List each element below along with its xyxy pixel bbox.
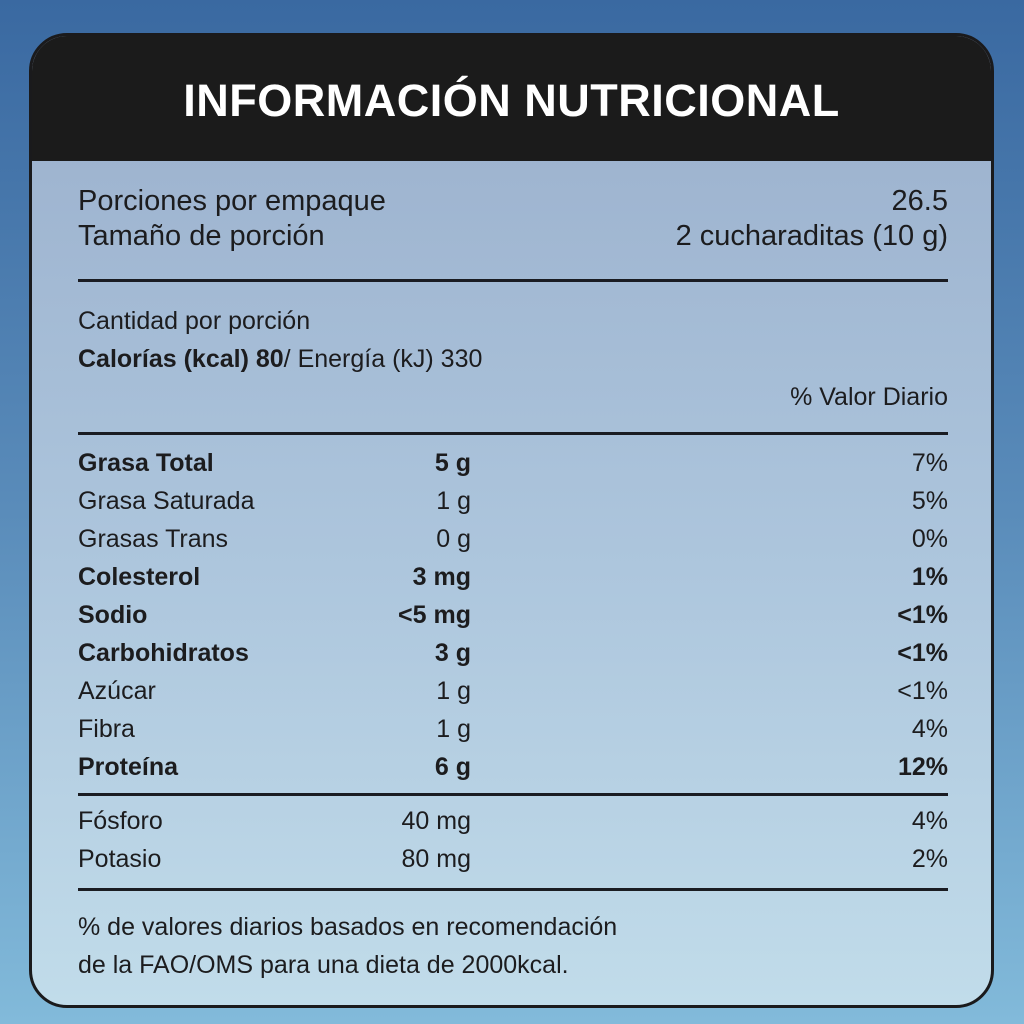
nutrient-dv-grasa-saturada: 5% — [911, 487, 948, 515]
mineral-dv-fosforo: 4% — [911, 807, 948, 835]
divider-footer — [78, 888, 948, 891]
nutrient-amount-proteina: 6 g — [434, 753, 471, 781]
servings-per-package-value: 26.5 — [891, 185, 948, 217]
nutrient-name-carbohidratos: Carbohidratos — [78, 639, 249, 667]
divider-nutrients-top — [78, 432, 948, 435]
footnote-line-1: % de valores diarios basados en recomend… — [78, 913, 618, 941]
card-header: INFORMACIÓN NUTRICIONAL — [32, 36, 991, 161]
page-title: INFORMACIÓN NUTRICIONAL — [183, 74, 840, 126]
nutrient-name-sodio: Sodio — [78, 601, 148, 629]
daily-value-header: % Valor Diario — [790, 383, 948, 411]
nutrient-dv-grasas-trans: 0% — [911, 525, 948, 553]
mineral-amount-fosforo: 40 mg — [401, 807, 471, 835]
mineral-amount-potasio: 80 mg — [401, 845, 471, 873]
nutrient-amount-carbohidratos: 3 g — [434, 639, 471, 667]
nutrient-name-grasas-trans: Grasas Trans — [78, 525, 229, 553]
mineral-name-potasio: Potasio — [78, 845, 162, 873]
footnote-line-2: de la FAO/OMS para una dieta de 2000kcal… — [78, 951, 569, 979]
energy-kj: / Energía (kJ) 330 — [283, 345, 483, 373]
amount-per-serving-label: Cantidad por porción — [78, 307, 311, 335]
nutrient-dv-sodio: <1% — [897, 601, 948, 629]
mineral-name-fosforo: Fósforo — [78, 807, 163, 835]
nutrient-name-fibra: Fibra — [78, 715, 135, 743]
serving-size-label: Tamaño de porción — [78, 220, 325, 252]
nutrient-amount-fibra: 1 g — [436, 715, 471, 743]
calories-kcal: Calorías (kcal) 80 — [78, 345, 284, 373]
nutrient-amount-grasa-saturada: 1 g — [436, 487, 471, 515]
nutrient-dv-carbohidratos: <1% — [897, 639, 948, 667]
nutrient-name-proteina: Proteína — [78, 753, 179, 781]
nutrient-dv-proteina: 12% — [897, 753, 948, 781]
mineral-dv-potasio: 2% — [911, 845, 948, 873]
nutrient-amount-colesterol: 3 mg — [412, 563, 471, 591]
calories-line: Calorías (kcal) 80/ Energía (kJ) 330 — [78, 344, 482, 374]
nutrient-amount-azucar: 1 g — [436, 677, 471, 705]
nutrient-name-azucar: Azúcar — [78, 677, 156, 705]
nutrient-amount-sodio: <5 mg — [398, 601, 471, 629]
nutrient-name-colesterol: Colesterol — [78, 563, 201, 591]
nutrient-dv-colesterol: 1% — [911, 563, 948, 591]
nutrient-name-grasa-total: Grasa Total — [78, 449, 214, 477]
nutrient-amount-grasas-trans: 0 g — [436, 525, 471, 553]
nutrition-facts-card: INFORMACIÓN NUTRICIONAL Porciones por em… — [29, 33, 994, 1008]
nutrient-name-grasa-saturada: Grasa Saturada — [78, 487, 255, 515]
divider-minerals — [78, 793, 948, 796]
nutrient-amount-grasa-total: 5 g — [434, 449, 471, 477]
nutrient-dv-azucar: <1% — [897, 677, 948, 705]
servings-per-package-label: Porciones por empaque — [78, 185, 386, 217]
divider-serving — [78, 279, 948, 282]
serving-size-value: 2 cucharaditas (10 g) — [675, 220, 948, 252]
nutrient-dv-fibra: 4% — [911, 715, 948, 743]
nutrient-dv-grasa-total: 7% — [911, 449, 948, 477]
